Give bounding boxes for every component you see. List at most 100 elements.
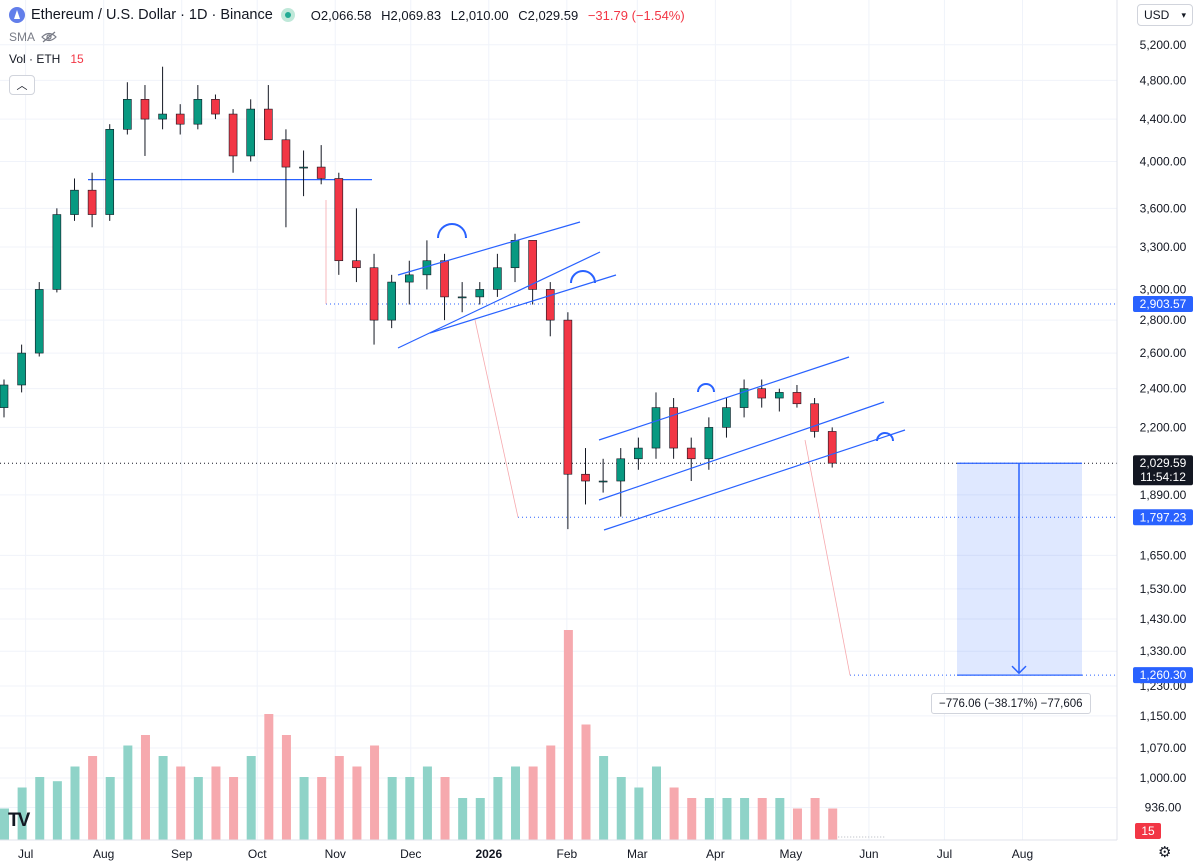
volume-bar — [599, 756, 609, 840]
candle-body — [493, 267, 502, 290]
volume-value: 15 — [70, 52, 84, 66]
price-tick-label: 4,000.00 — [1140, 154, 1187, 168]
symbol-title[interactable]: Ethereum / U.S. Dollar · 1D · Binance — [31, 7, 273, 23]
volume-bar — [264, 714, 274, 840]
candle-body — [440, 260, 449, 298]
volume-bar — [17, 787, 27, 840]
measure-label: −776.06 (−38.17%) −77,606 — [931, 693, 1091, 714]
candle-body — [775, 392, 784, 399]
price-tick-label: 3,000.00 — [1140, 282, 1187, 296]
volume-bar — [440, 777, 450, 840]
grid-lines — [0, 0, 1117, 840]
candle-body — [175, 113, 185, 125]
settings-gear-icon[interactable]: ⚙ — [1158, 844, 1172, 861]
candle-body — [704, 427, 714, 460]
arrow-down-icon — [1011, 665, 1027, 675]
time-tick-label: Apr — [706, 847, 725, 861]
candle-body — [158, 113, 167, 120]
currency-select[interactable]: USD ▾ — [1137, 4, 1193, 26]
candle-body — [0, 384, 9, 408]
time-tick-label: Feb — [557, 847, 578, 861]
volume-bar — [405, 777, 415, 840]
sma-legend[interactable]: SMA — [9, 30, 57, 44]
channel-line — [598, 401, 885, 501]
volume-bar — [740, 798, 750, 840]
level-badge-1260-bg — [1133, 667, 1193, 684]
chevron-down-icon: ▾ — [1181, 9, 1186, 20]
price-tick-label: 1,070.00 — [1140, 741, 1187, 755]
time-tick-label: 2026 — [475, 847, 502, 861]
volume-bar — [757, 798, 767, 840]
volume-bar — [651, 766, 661, 840]
volume-bar — [52, 781, 62, 840]
candle-body — [70, 189, 79, 215]
head-arc — [437, 223, 467, 239]
high-value: 2,069.83 — [390, 7, 442, 23]
volume-bar — [123, 745, 133, 840]
price-tick-label: 2,800.00 — [1140, 313, 1187, 327]
volume-bar — [88, 756, 98, 840]
candle-body — [669, 407, 678, 449]
candle-body — [757, 388, 767, 399]
candle-body — [87, 189, 97, 215]
level-badge-2903-bg — [1133, 295, 1193, 312]
collapse-legend-button[interactable]: ︿ — [9, 75, 35, 95]
volume-bar — [281, 735, 291, 840]
volume-bar — [387, 777, 397, 840]
candle-body — [17, 352, 26, 386]
candle-body — [140, 99, 150, 120]
price-tick-label: 936.00 — [1145, 800, 1182, 814]
volume-bar — [581, 724, 591, 840]
level-badge-1797-bg — [1133, 509, 1193, 526]
sma-label: SMA — [9, 30, 36, 44]
currency-label: USD — [1144, 8, 1170, 22]
candle-body — [228, 113, 238, 157]
channel-line — [397, 221, 581, 276]
candle-body — [616, 458, 626, 482]
volume-bar — [475, 798, 485, 840]
volume-bar — [334, 756, 344, 840]
level-badge-1260: 1,260.30 — [1140, 668, 1187, 682]
candle-body — [281, 139, 291, 168]
price-tick-label: 2,600.00 — [1140, 346, 1187, 360]
candle-body — [581, 473, 590, 482]
volume-badge-bg — [1135, 823, 1161, 839]
hidden-eye-icon[interactable] — [41, 31, 57, 43]
candle-body — [404, 274, 414, 283]
candle-body — [457, 296, 467, 299]
volume-bar — [352, 766, 362, 840]
tradingview-logo[interactable]: TV — [8, 810, 30, 831]
price-tick-label: 5,200.00 — [1140, 38, 1187, 52]
volume-bar — [810, 798, 820, 840]
candle-body — [651, 407, 661, 449]
projection-guide — [804, 439, 851, 676]
level-badge-2903: 2,903.57 — [1140, 297, 1187, 311]
candle-body — [352, 260, 361, 269]
change-value: −31.79 (−1.54%) — [587, 7, 685, 23]
current-price-badge: 2,029.59 — [1140, 456, 1187, 470]
volume-bar — [0, 808, 9, 840]
volume-bar — [193, 777, 203, 840]
candle-body — [34, 289, 44, 354]
time-tick-label: Mar — [627, 847, 648, 861]
volume-legend[interactable]: Vol · ETH 15 — [9, 52, 84, 66]
volume-badge: 15 — [1141, 824, 1155, 838]
candle-body — [634, 447, 643, 460]
market-open-icon — [280, 8, 295, 22]
high-label: H — [381, 7, 391, 23]
open-value: 2,066.58 — [320, 7, 372, 23]
time-tick-label: Dec — [400, 847, 421, 861]
volume-bar — [528, 766, 538, 840]
candle-body — [792, 392, 802, 405]
volume-bar — [704, 798, 714, 840]
price-axis: 5,200.00 4,800.00 4,400.00 4,000.00 3,600.00… — [1140, 38, 1187, 815]
candle-body — [334, 178, 344, 262]
volume-bar — [229, 777, 239, 840]
candle-body — [246, 108, 255, 157]
level-lines — [0, 179, 1117, 676]
candle-body — [52, 214, 62, 290]
volume-bar — [669, 787, 679, 840]
volume-bar — [140, 735, 150, 840]
chevron-up-icon: ︿ — [16, 80, 28, 92]
